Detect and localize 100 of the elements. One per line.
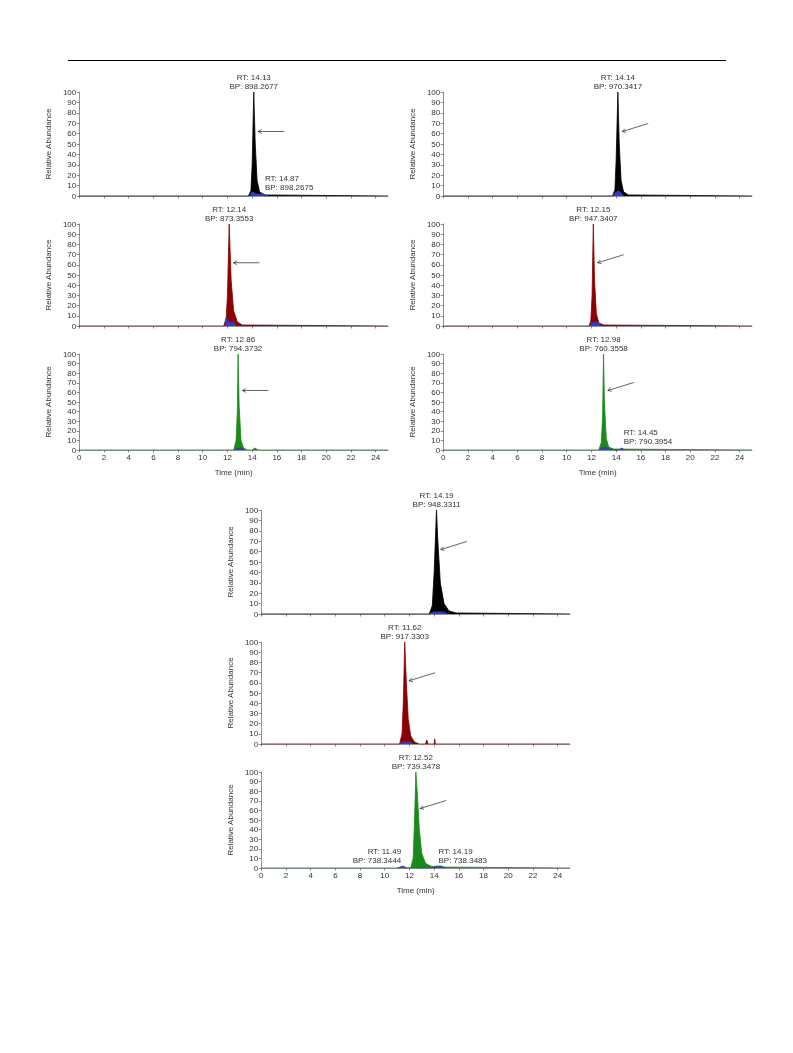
y-tick-label: 100 — [62, 87, 77, 97]
y-tick-label: 0 — [435, 191, 441, 201]
y-tick-label: 100 — [244, 505, 259, 515]
y-tick-label: 100 — [426, 349, 441, 359]
x-tick-label: 14 — [247, 452, 258, 462]
y-tick-label: 90 — [249, 777, 259, 787]
y-tick-label: 80 — [249, 786, 259, 796]
y-tick-label: 50 — [431, 270, 441, 280]
x-tick-label: 12 — [223, 452, 233, 462]
annotation: RT: 14.19 BP: 948.3311 — [412, 491, 461, 509]
y-tick-label: 40 — [431, 280, 441, 290]
y-tick-label: 60 — [431, 387, 441, 397]
x-tick-label: 10 — [380, 870, 390, 880]
y-tick-label: 30 — [431, 290, 441, 300]
x-tick-label: 18 — [479, 870, 489, 880]
y-tick-label: 80 — [67, 239, 77, 249]
y-tick-label: 90 — [249, 515, 259, 525]
x-axis-title: Time (min) — [578, 467, 617, 477]
y-tick-label: 10 — [431, 435, 441, 445]
y-tick-label: 40 — [67, 280, 77, 290]
x-tick-label: 6 — [333, 870, 339, 880]
y-tick-label: 70 — [431, 250, 441, 260]
annotation: RT: 11.62 BP: 917.3303 — [380, 623, 430, 641]
x-tick-label: 16 — [636, 452, 646, 462]
y-tick-label: 20 — [431, 170, 441, 180]
y-tick-label: 80 — [431, 368, 441, 378]
y-tick-label: 50 — [431, 397, 441, 407]
y-tick-label: 0 — [71, 445, 77, 455]
y-tick-label: 90 — [67, 229, 77, 239]
y-tick-label: 10 — [67, 311, 77, 321]
x-tick-label: 16 — [272, 452, 282, 462]
y-tick-label: 80 — [431, 108, 441, 118]
y-tick-label: 20 — [431, 301, 441, 311]
x-tick-label: 20 — [503, 870, 514, 880]
x-tick-label: 4 — [126, 452, 132, 462]
x-axis-title: Time (min) — [396, 885, 435, 895]
y-tick-label: 30 — [67, 290, 77, 300]
y-tick-label: 80 — [67, 108, 77, 118]
y-tick-label: 60 — [67, 129, 77, 139]
y-tick-label: 20 — [249, 844, 259, 854]
x-tick-label: 20 — [685, 452, 696, 462]
y-tick-label: 60 — [249, 805, 259, 815]
x-tick-label: 18 — [297, 452, 307, 462]
y-axis-title: Relative Abundance — [225, 525, 235, 598]
y-tick-label: 70 — [431, 118, 441, 128]
x-tick-label: 22 — [528, 870, 538, 880]
annotation: RT: 14.87 BP: 898.2675 — [264, 173, 314, 192]
y-tick-label: 20 — [67, 426, 77, 436]
annotation: RT: 14.45 BP: 790.3954 — [623, 428, 673, 447]
x-tick-label: 8 — [357, 870, 363, 880]
y-tick-label: 70 — [249, 536, 259, 546]
x-tick-label: 24 — [553, 870, 563, 880]
x-tick-label: 12 — [405, 870, 415, 880]
y-tick-label: 30 — [249, 834, 259, 844]
y-tick-label: 80 — [249, 526, 259, 536]
y-tick-label: 100 — [62, 219, 77, 229]
y-tick-label: 20 — [67, 170, 77, 180]
y-tick-label: 80 — [249, 657, 259, 667]
y-tick-label: 100 — [426, 87, 441, 97]
y-tick-label: 20 — [249, 588, 259, 598]
y-axis-title: Relative Abundance — [43, 365, 53, 438]
y-tick-label: 40 — [249, 567, 259, 577]
annotation: RT: 12.52 BP: 739.3478 — [391, 753, 441, 771]
x-tick-label: 2 — [283, 870, 289, 880]
x-tick-label: 24 — [735, 452, 745, 462]
x-tick-label: 10 — [198, 452, 208, 462]
y-tick-label: 60 — [249, 547, 259, 557]
y-tick-label: 90 — [249, 647, 259, 657]
y-tick-label: 20 — [67, 301, 77, 311]
y-axis-title: Relative Abundance — [407, 238, 417, 311]
y-tick-label: 50 — [249, 815, 259, 825]
y-tick-label: 60 — [249, 678, 259, 688]
y-axis-title: Relative Abundance — [225, 783, 235, 856]
y-tick-label: 100 — [426, 219, 441, 229]
y-tick-label: 30 — [249, 708, 259, 718]
y-tick-label: 90 — [431, 229, 441, 239]
x-tick-label: 4 — [490, 452, 496, 462]
y-tick-label: 100 — [62, 349, 77, 359]
y-tick-label: 40 — [67, 149, 77, 159]
y-tick-label: 50 — [67, 270, 77, 280]
y-tick-label: 10 — [249, 853, 259, 863]
x-tick-label: 4 — [308, 870, 314, 880]
y-tick-label: 40 — [249, 825, 259, 835]
x-tick-label: 14 — [611, 452, 622, 462]
y-tick-label: 70 — [249, 668, 259, 678]
y-tick-label: 90 — [431, 359, 441, 369]
annotation: RT: 12.86 BP: 794.3732 — [213, 335, 263, 353]
y-tick-label: 30 — [249, 578, 259, 588]
y-tick-label: 0 — [253, 739, 259, 749]
y-tick-label: 10 — [67, 435, 77, 445]
y-tick-label: 10 — [431, 311, 441, 321]
x-tick-label: 2 — [101, 452, 107, 462]
y-tick-label: 10 — [67, 181, 77, 191]
y-tick-label: 40 — [431, 407, 441, 417]
y-tick-label: 50 — [431, 139, 441, 149]
y-axis-title: Relative Abundance — [43, 238, 53, 311]
x-tick-label: 22 — [710, 452, 720, 462]
y-tick-label: 90 — [67, 359, 77, 369]
y-tick-label: 30 — [67, 160, 77, 170]
y-tick-label: 60 — [67, 387, 77, 397]
